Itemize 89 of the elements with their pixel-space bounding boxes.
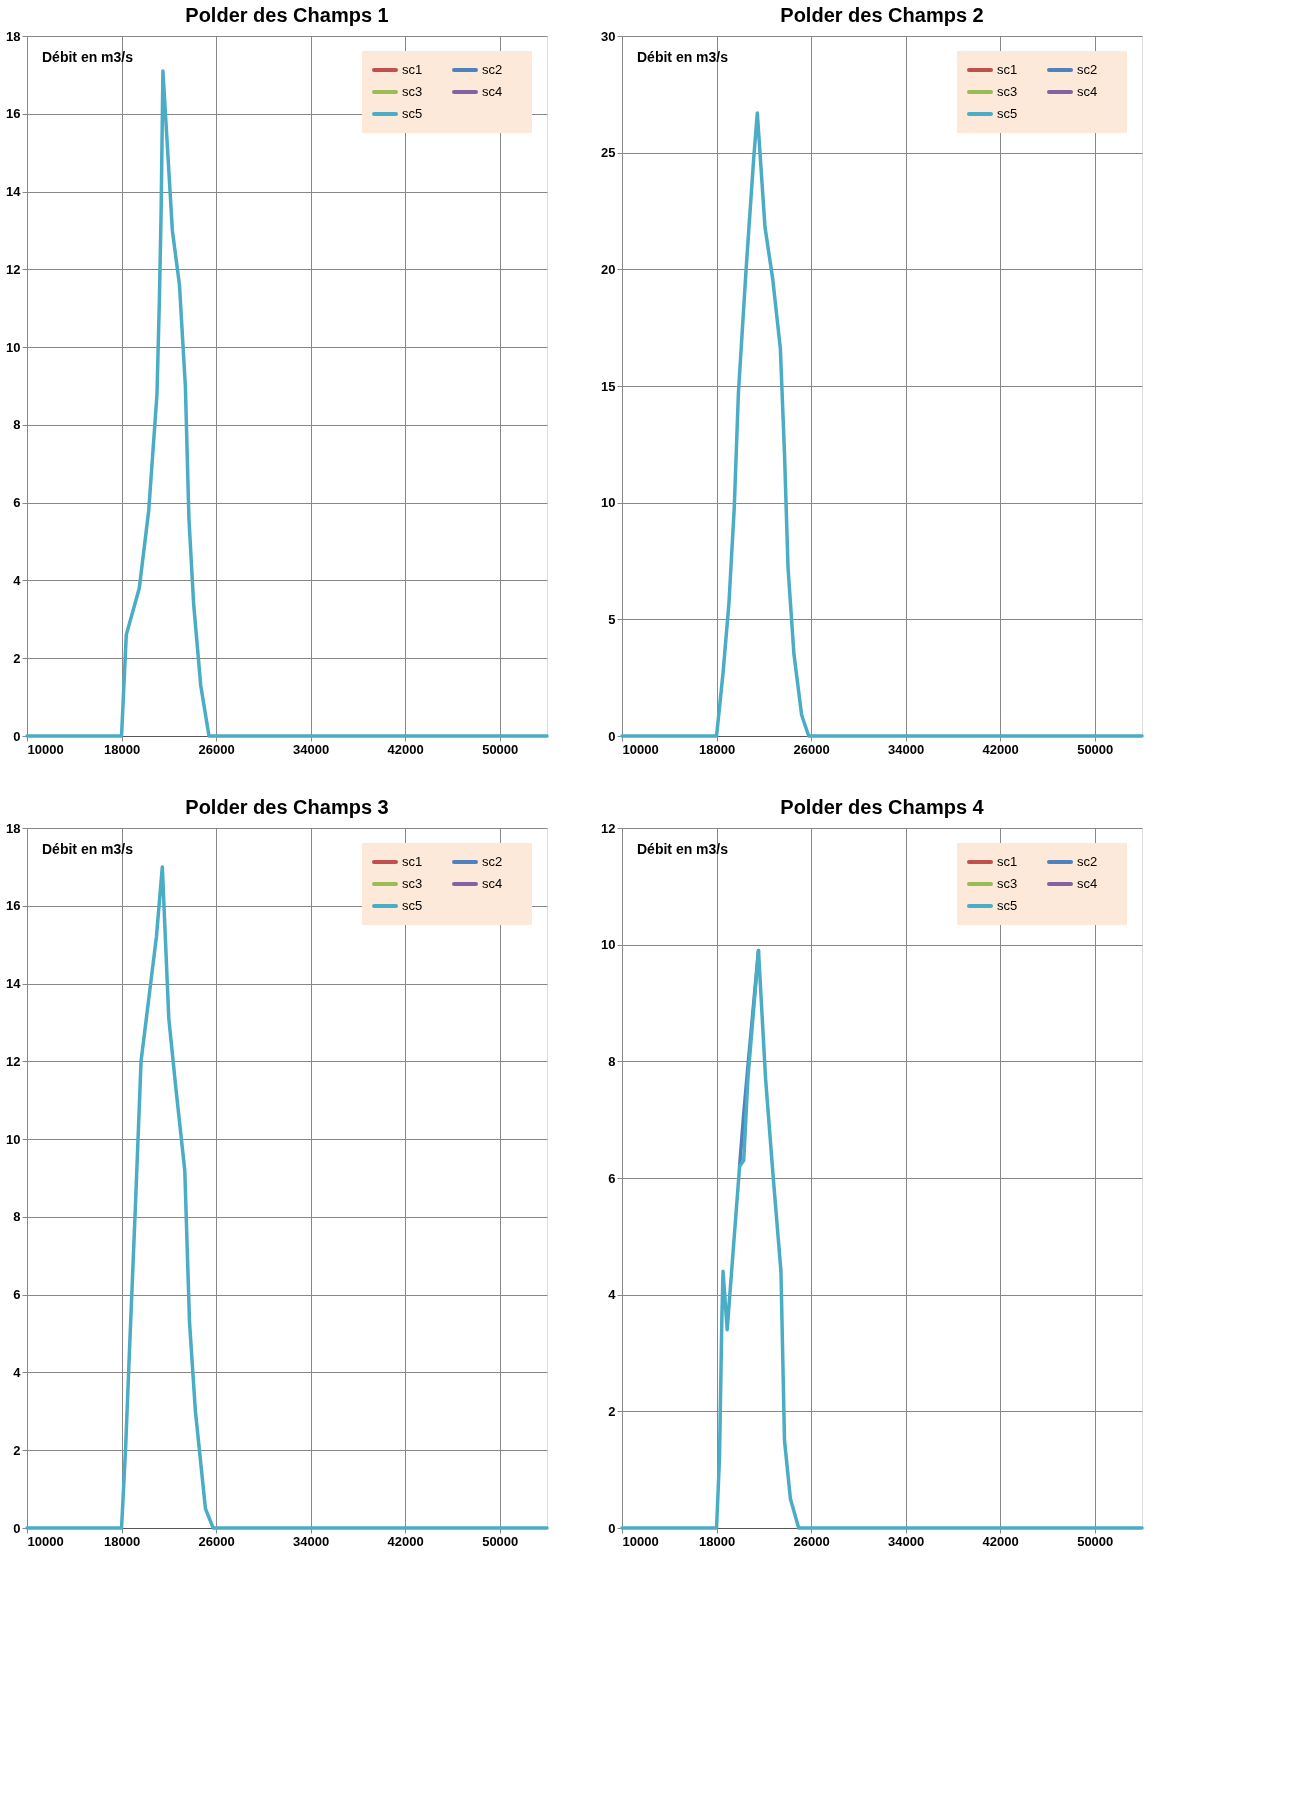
legend-label: sc1	[402, 854, 423, 869]
y-tick-label: 15	[601, 378, 616, 394]
y-tick-label: 0	[13, 728, 21, 744]
x-tick-label: 50000	[482, 741, 519, 757]
y-tick-label: 16	[6, 898, 21, 914]
legend-label: sc5	[997, 898, 1018, 913]
x-tick-label: 10000	[27, 1533, 64, 1549]
y-tick-label: 10	[6, 1131, 21, 1147]
x-tick-label: 26000	[793, 741, 830, 757]
y-tick-label: 4	[608, 1287, 617, 1303]
line-series	[620, 111, 1144, 738]
x-tick-label: 18000	[103, 741, 141, 757]
y-tick-label: 2	[13, 1442, 21, 1458]
x-tick-label: 18000	[103, 1533, 141, 1549]
y-tick-label: 4	[13, 572, 22, 588]
chart-title: Polder des Champs 2	[780, 4, 984, 26]
legend-label: sc2	[482, 854, 503, 869]
legend-label: sc1	[402, 62, 423, 77]
y-axis-title: Débit en m3/s	[42, 841, 134, 857]
y-tick-label: 2	[608, 1403, 616, 1419]
legend-label: sc1	[997, 854, 1018, 869]
y-tick-label: 30	[601, 28, 616, 44]
y-tick-label: 12	[601, 820, 616, 836]
y-tick-label: 8	[608, 1053, 616, 1069]
y-tick-label: 10	[601, 937, 616, 953]
legend-label: sc5	[402, 898, 423, 913]
y-tick-label: 25	[601, 145, 616, 161]
legend-label: sc4	[482, 84, 503, 99]
y-axis-title: Débit en m3/s	[637, 841, 729, 857]
legend-label: sc3	[402, 876, 423, 891]
x-tick-label: 42000	[982, 741, 1019, 757]
line-series	[620, 948, 1144, 1530]
x-tick-label: 10000	[27, 741, 64, 757]
y-tick-label: 2	[13, 650, 21, 666]
legend-label: sc2	[1077, 62, 1098, 77]
legend-label: sc4	[482, 876, 503, 891]
x-tick-label: 10000	[622, 741, 659, 757]
chart-title: Polder des Champs 3	[185, 796, 389, 818]
legend-label: sc5	[402, 106, 423, 121]
y-axis-title: Débit en m3/s	[637, 49, 729, 65]
x-tick-label: 26000	[198, 1533, 235, 1549]
legend-label: sc3	[402, 84, 423, 99]
x-tick-label: 34000	[888, 1533, 925, 1549]
y-tick-label: 20	[601, 261, 616, 277]
chart-title: Polder des Champs 1	[185, 4, 389, 26]
y-tick-label: 12	[6, 261, 21, 277]
y-tick-label: 10	[601, 495, 616, 511]
y-axis-title: Débit en m3/s	[42, 49, 134, 65]
legend-label: sc4	[1077, 876, 1098, 891]
legend-label: sc2	[1077, 854, 1098, 869]
y-tick-label: 0	[608, 728, 616, 744]
y-tick-label: 6	[13, 495, 21, 511]
y-tick-label: 5	[608, 611, 616, 627]
y-tick-label: 14	[6, 184, 22, 200]
x-tick-label: 18000	[698, 1533, 736, 1549]
x-tick-label: 50000	[1077, 1533, 1114, 1549]
x-tick-label: 42000	[387, 1533, 424, 1549]
y-tick-label: 16	[6, 106, 21, 122]
y-tick-label: 8	[13, 1209, 21, 1225]
legend-label: sc1	[997, 62, 1018, 77]
y-tick-label: 12	[6, 1053, 21, 1069]
x-tick-label: 42000	[387, 741, 424, 757]
legend-label: sc5	[997, 106, 1018, 121]
x-tick-label: 26000	[793, 1533, 830, 1549]
y-tick-label: 18	[6, 820, 21, 836]
x-tick-label: 50000	[482, 1533, 519, 1549]
legend-label: sc4	[1077, 84, 1098, 99]
y-tick-label: 8	[13, 417, 21, 433]
x-tick-label: 18000	[698, 741, 736, 757]
y-tick-label: 18	[6, 28, 21, 44]
y-tick-label: 10	[6, 339, 21, 355]
y-tick-label: 0	[608, 1520, 616, 1536]
y-tick-label: 14	[6, 976, 22, 992]
x-tick-label: 42000	[982, 1533, 1019, 1549]
line-series	[25, 865, 549, 1530]
chart-title: Polder des Champs 4	[780, 796, 985, 818]
legend-label: sc3	[997, 876, 1018, 891]
y-tick-label: 6	[608, 1170, 616, 1186]
y-tick-label: 6	[13, 1287, 21, 1303]
y-tick-label: 0	[13, 1520, 21, 1536]
x-tick-label: 26000	[198, 741, 235, 757]
y-tick-label: 4	[13, 1364, 22, 1380]
x-tick-label: 34000	[888, 741, 925, 757]
x-tick-label: 34000	[293, 1533, 330, 1549]
x-tick-label: 50000	[1077, 741, 1114, 757]
legend-label: sc3	[997, 84, 1018, 99]
legend-label: sc2	[482, 62, 503, 77]
x-tick-label: 34000	[293, 741, 330, 757]
x-tick-label: 10000	[622, 1533, 659, 1549]
